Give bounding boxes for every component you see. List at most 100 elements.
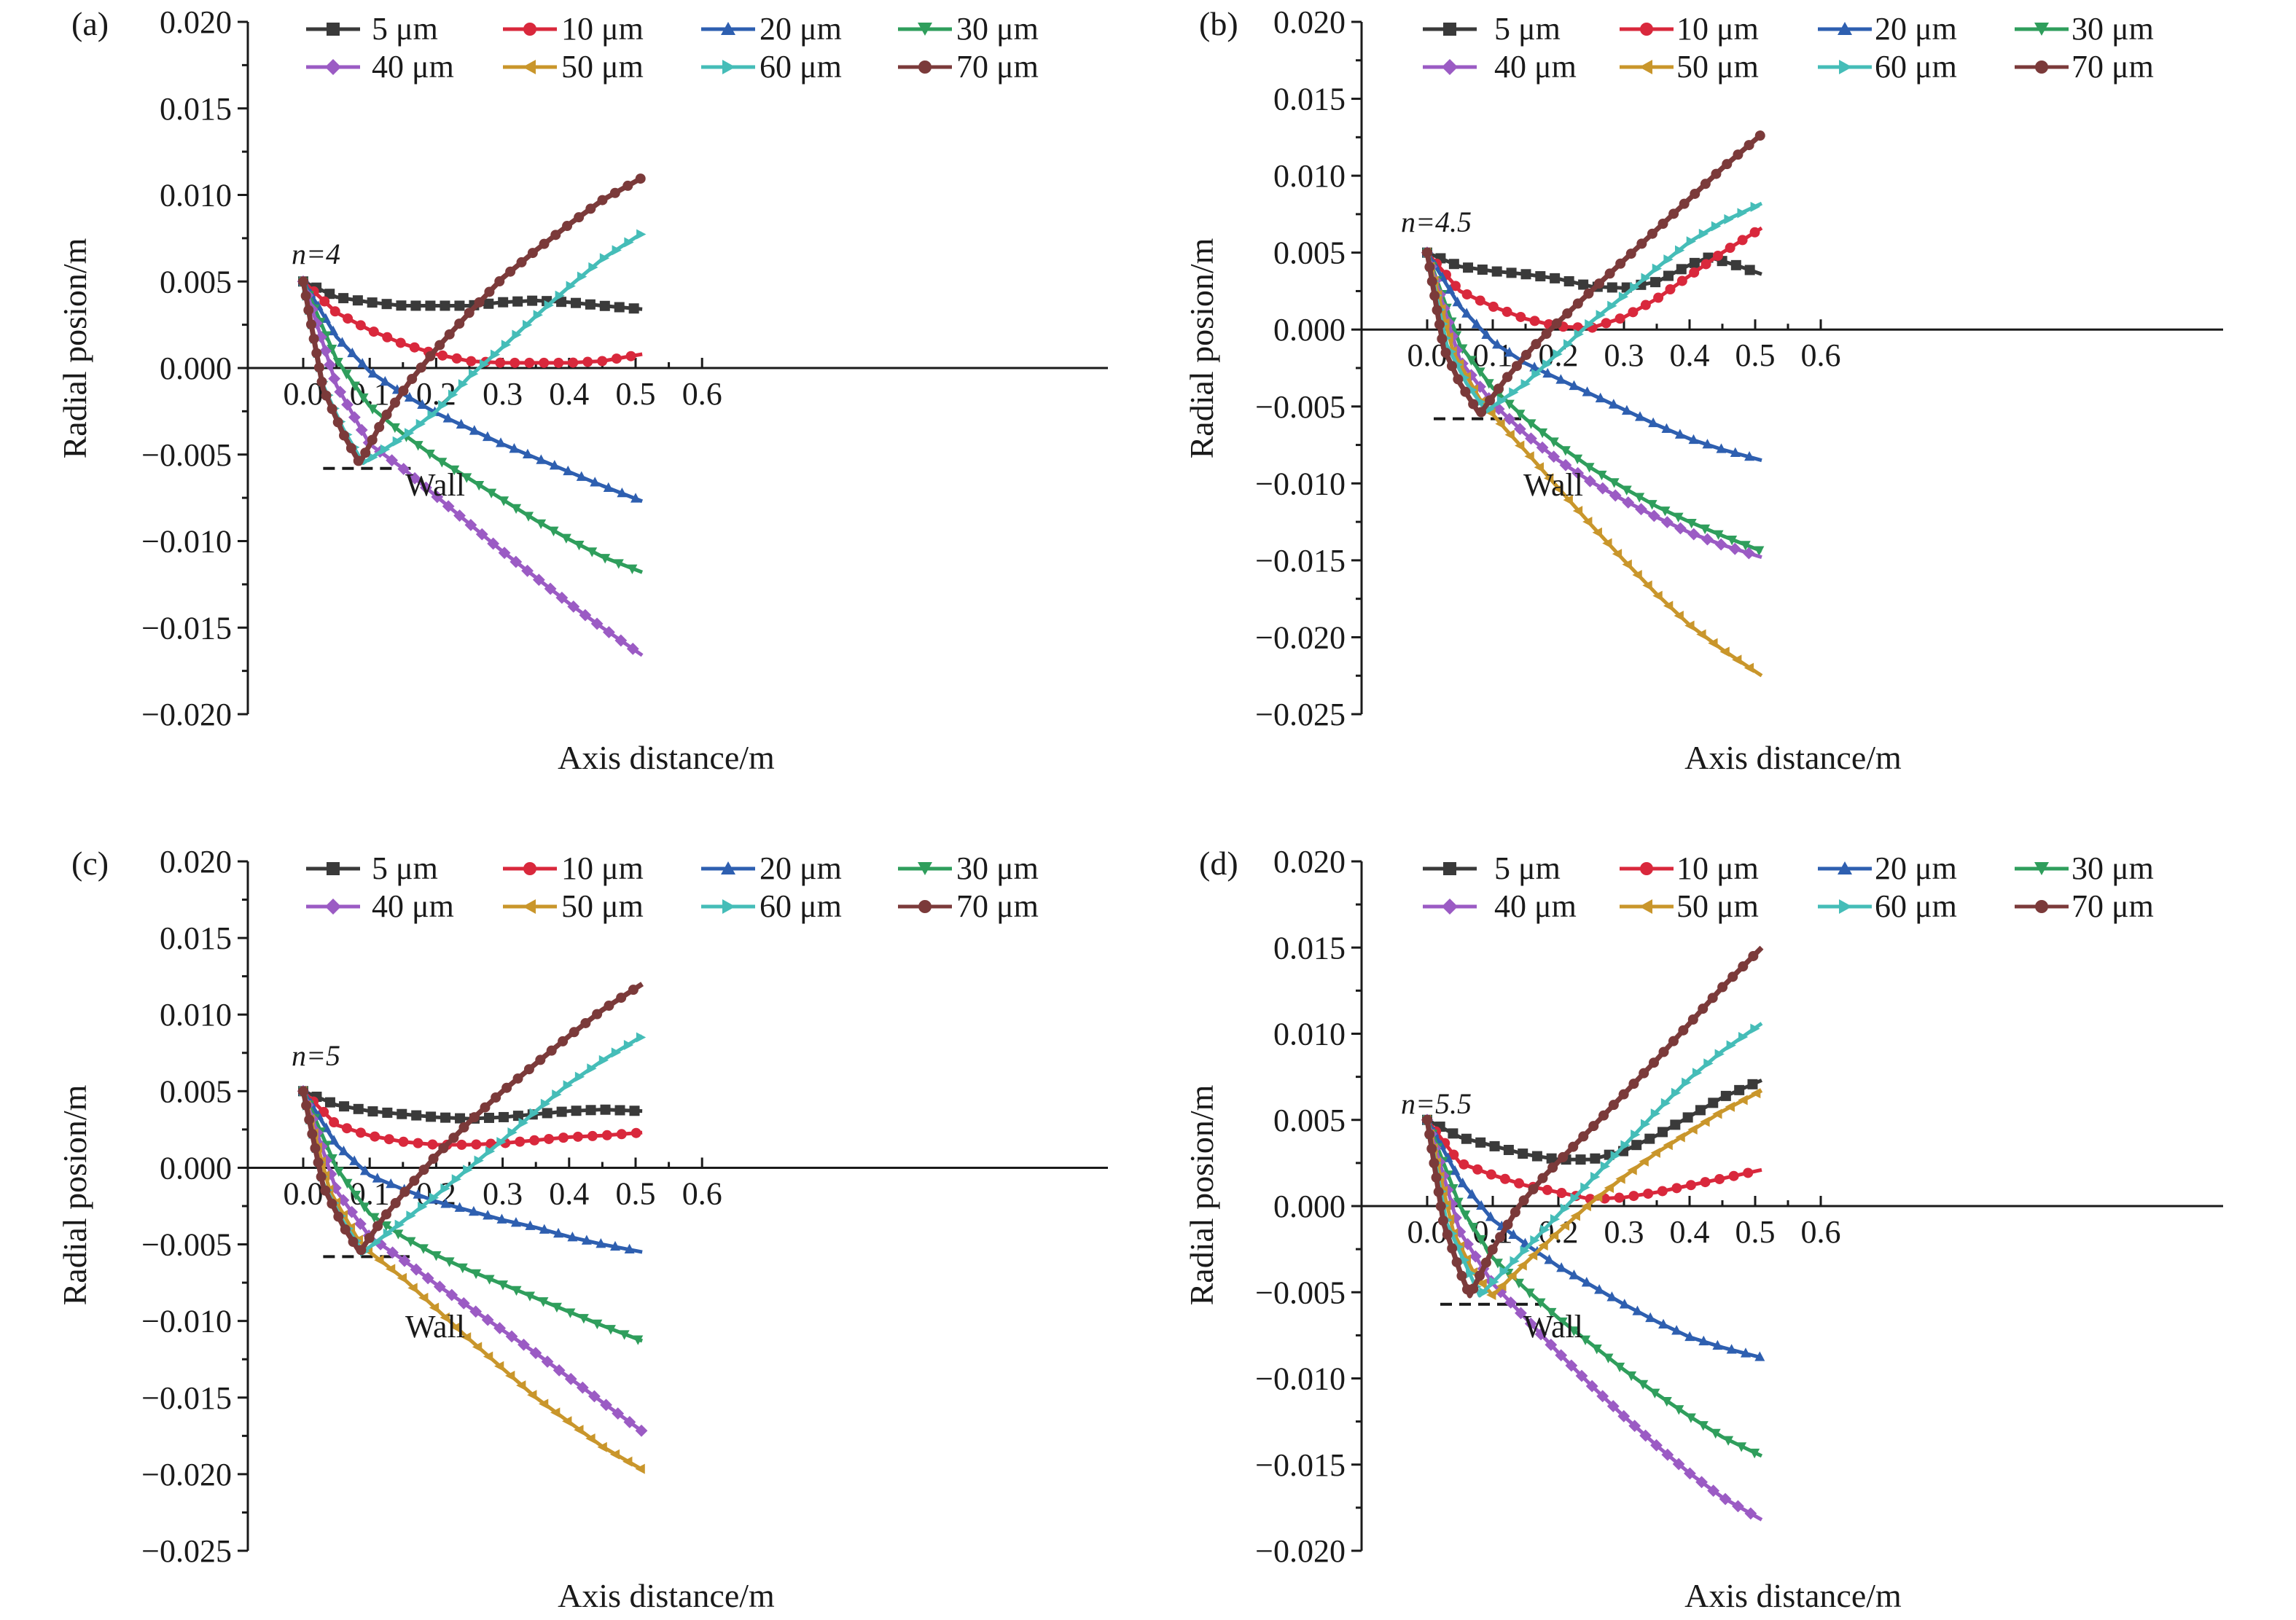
panel-b-legend-item-30um: 30 μm: [2015, 11, 2154, 47]
panel-c-data-point: [596, 1238, 606, 1248]
panel-d-y-tick-label: 0.005: [1273, 1103, 1346, 1138]
panel-a-data-point: [380, 444, 391, 455]
panel-a-legend-item-30um: 30 μm: [898, 11, 1039, 47]
panel-a-x-tick-label: 0.6: [682, 376, 722, 412]
panel-b-plot: −0.025 −0.020 −0.015 −0.010 −0.005 0.000 0.005…: [1255, 4, 2223, 732]
panel-d-data-point: [1618, 1089, 1629, 1100]
panel-d-data-point: [1518, 1195, 1529, 1206]
panel-b-data-point: [1562, 308, 1573, 319]
panel-c-data-point: [310, 1143, 321, 1154]
panel-c-wall-label: Wall: [405, 1309, 465, 1345]
panel-b-data-point: [1702, 439, 1713, 449]
panel-a-data-point: [568, 357, 579, 368]
panel-b-y-tick-label: −0.015: [1255, 543, 1346, 579]
panel-a-y-tick-label: −0.005: [141, 437, 232, 473]
panel-a-legend-item-40um: 40 μm: [306, 49, 454, 85]
svg-text:70 μm: 70 μm: [956, 888, 1039, 924]
panel-a-data-point: [360, 447, 371, 458]
panel-d-data-point: [1472, 1164, 1483, 1175]
panel-d-n-label: n=5.5: [1401, 1087, 1472, 1120]
svg-text:60 μm: 60 μm: [760, 888, 842, 924]
svg-text:20 μm: 20 μm: [760, 850, 842, 886]
panel-b-data-point: [1555, 374, 1566, 384]
panel-b-data-point: [1635, 503, 1647, 516]
panel-b-y-tick-label: 0.000: [1273, 312, 1346, 348]
panel-b-data-point: [1476, 407, 1487, 418]
panel-b-y-tick-label: 0.010: [1273, 158, 1346, 194]
panel-a-data-point: [437, 350, 448, 361]
panel-d-data-point: [1698, 1421, 1709, 1431]
panel-a-data-point: [603, 482, 614, 493]
panel-a-data-point: [490, 349, 501, 360]
panel-d-y-tick-label: 0.010: [1273, 1017, 1346, 1052]
panel-b-data-point: [1474, 380, 1486, 394]
panel-a-data-point: [603, 626, 615, 638]
panel-c-data-point: [369, 1213, 380, 1223]
panel-c-data-point: [407, 1283, 418, 1294]
panel-b-x-tick-label: 0.3: [1604, 337, 1644, 373]
panel-a-data-point: [353, 455, 364, 466]
panel-d-data-point: [1515, 1307, 1527, 1320]
panel-d-data-point: [1638, 1380, 1649, 1390]
panel-d-x-tick-label: 0.4: [1670, 1214, 1710, 1250]
panel-c-data-point: [421, 1272, 434, 1285]
panel-b-data-point: [1698, 228, 1709, 239]
panel-b-data-point: [1686, 519, 1697, 529]
panel-d-data-point: [1604, 1182, 1614, 1193]
panel-c-data-point: [351, 1191, 362, 1201]
panel-b-data-point: [1711, 168, 1722, 179]
panel-c-data-point: [523, 1064, 534, 1075]
panel-c-data-point: [619, 1330, 630, 1340]
panel-d-data-point: [1492, 1259, 1503, 1269]
panel-a-data-point: [562, 221, 573, 232]
panel-d-data-point: [1682, 1112, 1693, 1123]
panel-b-legend-item-50um: 50 μm: [1620, 49, 1759, 85]
panel-c-data-point: [512, 1111, 523, 1122]
svg-text:40 μm: 40 μm: [1494, 49, 1577, 85]
panel-c-data-point: [431, 1251, 442, 1261]
panel-d-data-point: [1682, 1077, 1692, 1088]
panel-c-data-point: [345, 1205, 359, 1218]
panel-a-x-tick-label: 0.5: [616, 376, 656, 412]
panel-c-data-point: [604, 1001, 614, 1011]
panel-d-data-point: [1678, 1025, 1689, 1036]
panel-a-legend: 5 μm 10 μm 20 μm 30 μm 40 μm 50 μm 60 μm…: [306, 11, 1039, 85]
panel-a-data-point: [368, 452, 378, 463]
panel-b-x-tick-label: 0.4: [1670, 337, 1710, 373]
panel-a-y-tick-label: 0.005: [160, 264, 232, 300]
panel-d-data-point: [1672, 1457, 1685, 1471]
panel-c-data-point: [451, 1174, 462, 1185]
panel-d-legend-item-40um: 40 μm: [1423, 888, 1577, 924]
panel-c-data-point: [518, 1338, 530, 1351]
panel-a-data-point: [617, 487, 628, 498]
panel-d-data-point: [1540, 1224, 1550, 1235]
panel-c-legend-item-10um: 10 μm: [503, 850, 644, 886]
panel-b-data-point: [1630, 282, 1640, 293]
panel-d-data-point: [1649, 1388, 1660, 1398]
panel-b-data-point: [1674, 245, 1685, 256]
panel-a-data-point: [532, 574, 545, 587]
panel-c-data-point: [320, 1185, 331, 1196]
panel-d-data-point: [1590, 1172, 1601, 1183]
panel-c-data-point: [413, 1138, 423, 1149]
panel-d-data-point: [1732, 1500, 1744, 1513]
panel-a-data-point: [415, 418, 426, 429]
panel-d-data-point: [1698, 1335, 1709, 1346]
panel-c-data-point: [538, 1398, 549, 1409]
panel-c-data-point: [598, 1054, 609, 1065]
panel-a-data-point: [550, 230, 561, 240]
panel-c-data-point: [338, 1145, 349, 1156]
panel-a-label: (a): [71, 5, 109, 42]
panel-d-data-point: [1644, 1133, 1655, 1144]
panel-c-y-tick-label: −0.025: [141, 1533, 232, 1569]
panel-b-data-point: [1722, 159, 1733, 170]
panel-a-y-tick-label: −0.015: [141, 610, 232, 646]
panel-d-data-point: [1743, 1167, 1754, 1178]
panel-c-y-axis-title: Radial posion/m: [56, 1084, 93, 1305]
panel-d-data-point: [1459, 1159, 1469, 1170]
panel-d-data-point: [1738, 1095, 1748, 1106]
panel-b-data-point: [1625, 249, 1636, 259]
panel-d-data-point: [1748, 950, 1759, 961]
panel-d-data-point: [1565, 1359, 1578, 1372]
